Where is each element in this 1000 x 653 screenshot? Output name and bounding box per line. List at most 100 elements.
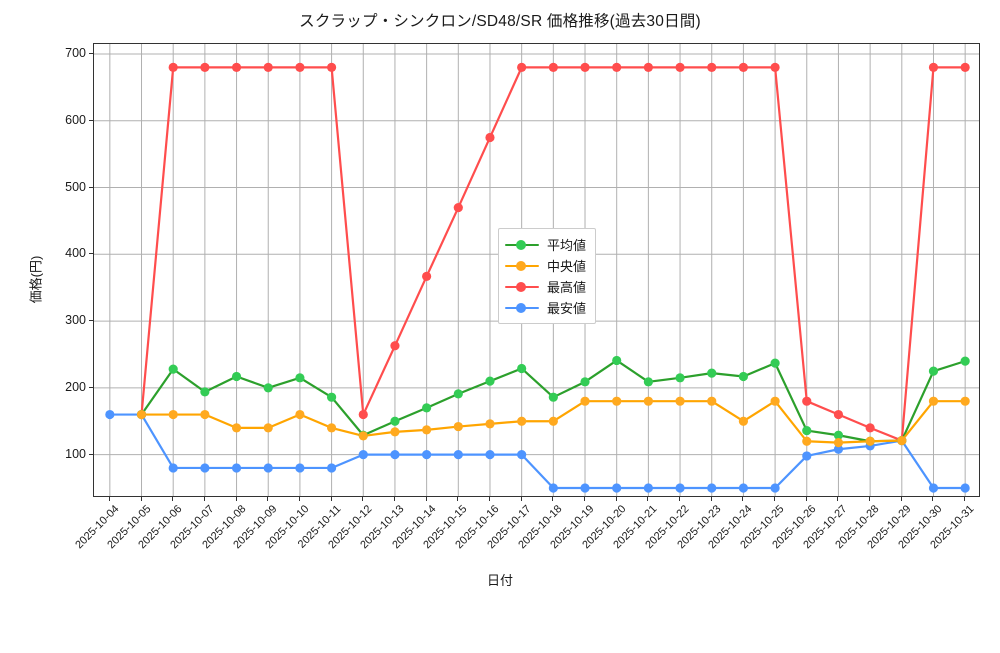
y-tick-mark — [89, 453, 93, 455]
data-point — [580, 396, 590, 406]
x-tick-mark — [267, 497, 269, 501]
y-tick-label: 700 — [65, 46, 86, 60]
data-point — [643, 377, 653, 387]
data-point — [770, 358, 780, 368]
data-point — [453, 202, 463, 213]
series-line — [108, 413, 967, 490]
data-point — [517, 450, 527, 460]
x-tick-mark — [774, 497, 776, 501]
x-tick-mark — [964, 497, 966, 501]
data-point — [548, 416, 558, 426]
y-tick-mark — [89, 253, 93, 255]
data-point — [707, 368, 717, 378]
data-point — [390, 427, 400, 437]
x-tick-mark — [393, 497, 395, 501]
data-point — [168, 409, 178, 420]
data-point — [833, 430, 844, 440]
data-point — [168, 364, 178, 374]
data-point — [612, 62, 622, 72]
x-axis-label: 日付 — [486, 573, 513, 588]
data-point — [960, 396, 970, 406]
x-tick-mark — [425, 497, 427, 501]
data-point — [960, 62, 970, 72]
data-point — [928, 396, 939, 406]
x-tick-mark — [710, 497, 712, 501]
x-tick-mark — [488, 497, 490, 501]
y-tick-mark — [89, 53, 93, 54]
series-canvas — [94, 44, 979, 496]
data-point — [453, 389, 463, 399]
data-point — [548, 62, 558, 72]
data-point — [865, 436, 875, 446]
data-point — [200, 409, 210, 420]
x-tick-mark — [362, 497, 364, 501]
legend-swatch-icon — [505, 239, 539, 251]
data-point — [295, 463, 305, 473]
x-tick-mark — [584, 497, 586, 501]
data-point — [453, 421, 463, 432]
data-point — [675, 62, 685, 72]
data-point — [707, 62, 717, 72]
data-point — [517, 62, 527, 72]
legend-item-1[interactable]: 平均値 — [505, 234, 586, 255]
data-point — [643, 483, 653, 493]
data-point — [802, 436, 812, 446]
data-point — [960, 356, 970, 366]
data-point — [738, 371, 749, 382]
x-tick-mark — [330, 497, 332, 501]
legend-item-3[interactable]: 最高値 — [505, 276, 586, 297]
data-point — [707, 483, 717, 493]
data-point — [390, 450, 400, 460]
data-point — [675, 483, 685, 493]
data-point — [802, 396, 812, 406]
legend[interactable]: 平均値中央値最高値 最安値 — [498, 228, 597, 324]
y-tick-mark — [89, 119, 93, 121]
data-point — [358, 450, 368, 460]
data-point — [485, 450, 495, 460]
data-point — [517, 416, 527, 426]
data-point — [517, 363, 527, 374]
data-point — [105, 409, 115, 420]
legend-item-4[interactable]: 最安値 — [505, 297, 586, 318]
x-tick-mark — [615, 497, 617, 501]
data-point — [231, 371, 242, 382]
x-tick-mark — [932, 497, 934, 501]
data-point — [422, 450, 432, 460]
data-point — [168, 62, 178, 72]
data-point — [738, 483, 749, 493]
data-point — [453, 450, 463, 460]
data-point — [358, 431, 368, 441]
data-point — [802, 451, 812, 461]
data-point — [643, 396, 653, 406]
data-point — [422, 403, 432, 413]
data-point — [675, 396, 685, 406]
data-point — [326, 463, 337, 473]
data-point — [770, 483, 780, 493]
data-point — [548, 483, 558, 493]
data-point — [612, 355, 622, 366]
data-point — [738, 416, 749, 426]
data-point — [833, 409, 844, 420]
data-point — [707, 396, 717, 406]
data-point — [263, 423, 273, 433]
data-point — [580, 377, 590, 387]
data-point — [802, 425, 812, 436]
x-tick-mark — [140, 497, 142, 501]
data-point — [295, 62, 305, 72]
data-point — [833, 444, 844, 454]
data-point — [865, 423, 875, 433]
x-tick-mark — [742, 497, 744, 501]
legend-label: 中央値 — [547, 259, 587, 274]
data-point — [833, 437, 844, 448]
chart-figure: スクラップ・シンクロン/SD48/SR 価格推移(過去30日間) 価格(円) 日… — [28, 13, 980, 588]
data-point — [326, 423, 337, 433]
legend-item-2[interactable]: 中央値 — [505, 255, 586, 276]
legend-swatch-icon — [505, 302, 539, 314]
x-tick-mark — [869, 497, 871, 501]
data-point — [358, 409, 368, 420]
x-tick-mark — [235, 497, 237, 501]
data-point — [295, 373, 305, 383]
x-tick-mark — [552, 497, 554, 501]
legend-swatch-icon — [505, 260, 539, 272]
data-point — [928, 483, 939, 493]
